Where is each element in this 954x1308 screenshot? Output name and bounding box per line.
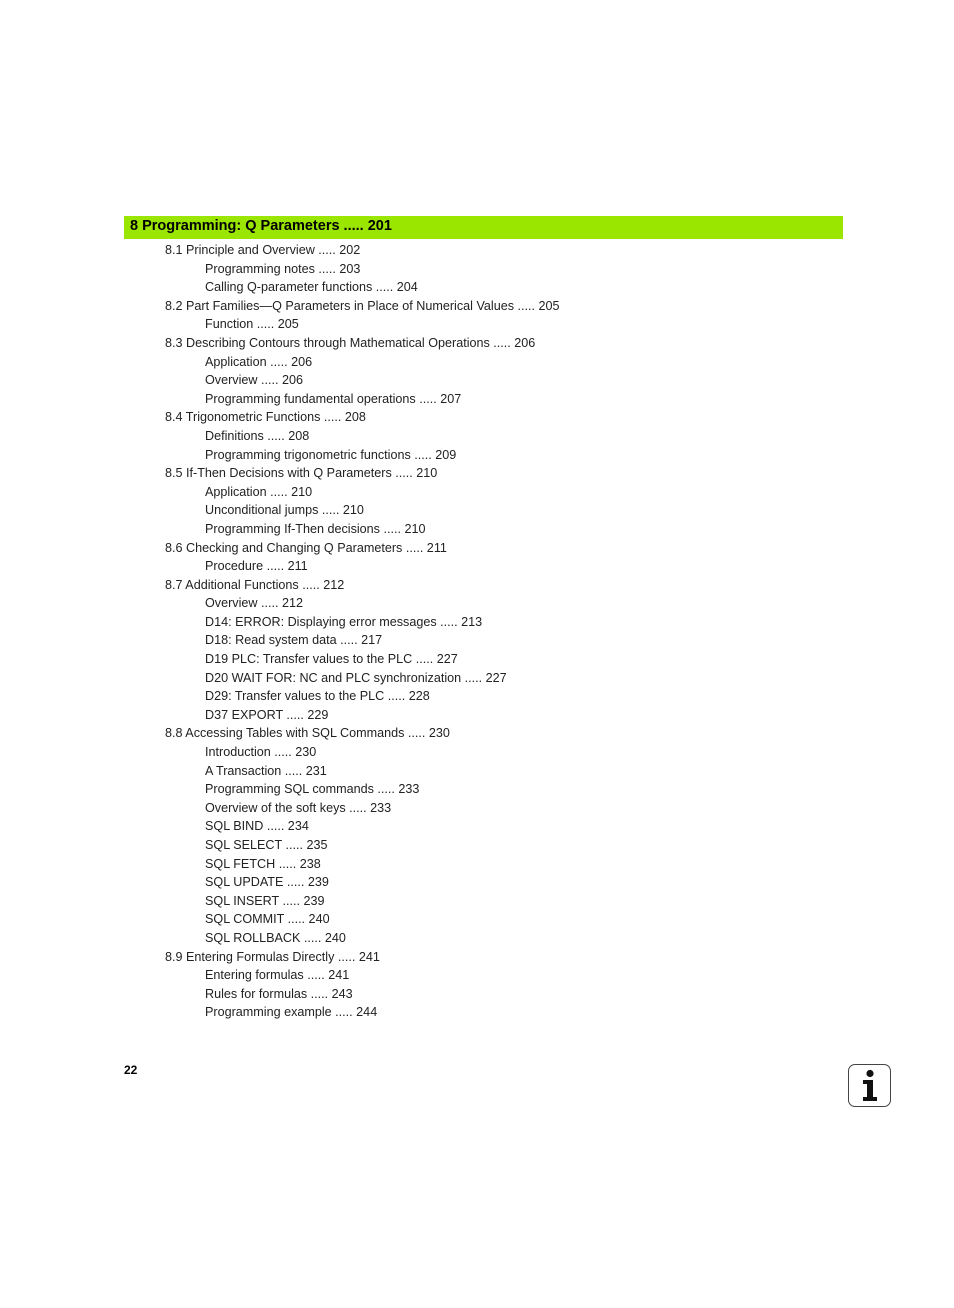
toc-section-entry: 8.3 Describing Contours through Mathemat… <box>165 335 536 350</box>
toc-subsection-entry: D14: ERROR: Displaying error messages ..… <box>205 614 483 629</box>
toc-section-entry: 8.9 Entering Formulas Directly ..... 241 <box>165 949 380 964</box>
toc-subsection-entry: SQL ROLLBACK ..... 240 <box>205 930 346 945</box>
toc-subsection-entry: Function ..... 205 <box>205 317 299 332</box>
toc-section-entry: 8.5 If-Then Decisions with Q Parameters … <box>165 466 438 481</box>
chapter-heading: 8 Programming: Q Parameters ..... 201 <box>124 216 843 239</box>
toc-subsection-entry: Definitions ..... 208 <box>205 428 310 443</box>
toc-subsection-entry: Unconditional jumps ..... 210 <box>205 503 364 518</box>
page-number: 22 <box>124 1063 138 1077</box>
toc-subsection-entry: Procedure ..... 211 <box>205 559 308 574</box>
toc-subsection-entry: Programming fundamental operations .....… <box>205 391 462 406</box>
toc-subsection-entry: Overview ..... 206 <box>205 373 303 388</box>
toc-subsection-entry: D37 EXPORT ..... 229 <box>205 707 329 722</box>
toc-subsection-entry: SQL COMMIT ..... 240 <box>205 912 330 927</box>
toc-subsection-entry: SQL SELECT ..... 235 <box>205 838 328 852</box>
toc-subsection-entry: Programming notes ..... 203 <box>205 261 361 276</box>
toc-subsection-entry: Rules for formulas ..... 243 <box>205 986 353 1001</box>
toc-subsection-entry: D20 WAIT FOR: NC and PLC synchronization… <box>205 670 507 685</box>
toc-subsection-entry: Application ..... 206 <box>205 354 313 369</box>
toc-subsection-entry: Programming SQL commands ..... 233 <box>205 782 420 797</box>
toc-subsection-entry: Programming If-Then decisions ..... 210 <box>205 521 426 536</box>
toc-section-entry: 8.6 Checking and Changing Q Parameters .… <box>165 540 447 555</box>
toc-subsection-entry: SQL FETCH ..... 238 <box>205 856 321 871</box>
toc-subsection-entry: A Transaction ..... 231 <box>205 763 327 778</box>
toc-section-entry: 8.7 Additional Functions ..... 212 <box>165 577 345 592</box>
toc-subsection-entry: Application ..... 210 <box>205 484 313 499</box>
toc-subsection-entry: D18: Read system data ..... 217 <box>205 633 383 648</box>
toc-section-entry: 8.8 Accessing Tables with SQL Commands .… <box>165 726 450 741</box>
toc-subsection-entry: SQL BIND ..... 234 <box>205 819 309 834</box>
toc-subsection-entry: D29: Transfer values to the PLC ..... 22… <box>205 689 430 704</box>
toc-subsection-entry: Overview of the soft keys ..... 233 <box>205 800 392 815</box>
toc-subsection-entry: D19 PLC: Transfer values to the PLC ....… <box>205 652 458 667</box>
toc-subsection-entry: Overview ..... 212 <box>205 596 303 611</box>
toc-subsection-entry: Programming example ..... 244 <box>205 1005 378 1020</box>
toc-subsection-entry: Programming trigonometric functions ....… <box>205 447 457 462</box>
toc-section-entry: 8.1 Principle and Overview ..... 202 <box>165 243 361 257</box>
toc-section-entry: 8.2 Part Families—Q Parameters in Place … <box>165 298 560 313</box>
toc-subsection-entry: Introduction ..... 230 <box>205 745 317 760</box>
toc-subsection-entry: Calling Q-parameter functions ..... 204 <box>205 280 418 295</box>
toc-section-entry: 8.4 Trigonometric Functions ..... 208 <box>165 410 366 425</box>
chapter-title: 8 Programming: Q Parameters ..... 201 <box>130 218 392 234</box>
toc-subsection-entry: SQL INSERT ..... 239 <box>205 893 325 908</box>
table-of-contents: 8.1 Principle and Overview ..... 202 Prog… <box>0 241 954 1022</box>
info-icon <box>848 1064 891 1107</box>
toc-subsection-entry: Entering formulas ..... 241 <box>205 968 350 983</box>
toc-subsection-entry: SQL UPDATE ..... 239 <box>205 875 329 890</box>
